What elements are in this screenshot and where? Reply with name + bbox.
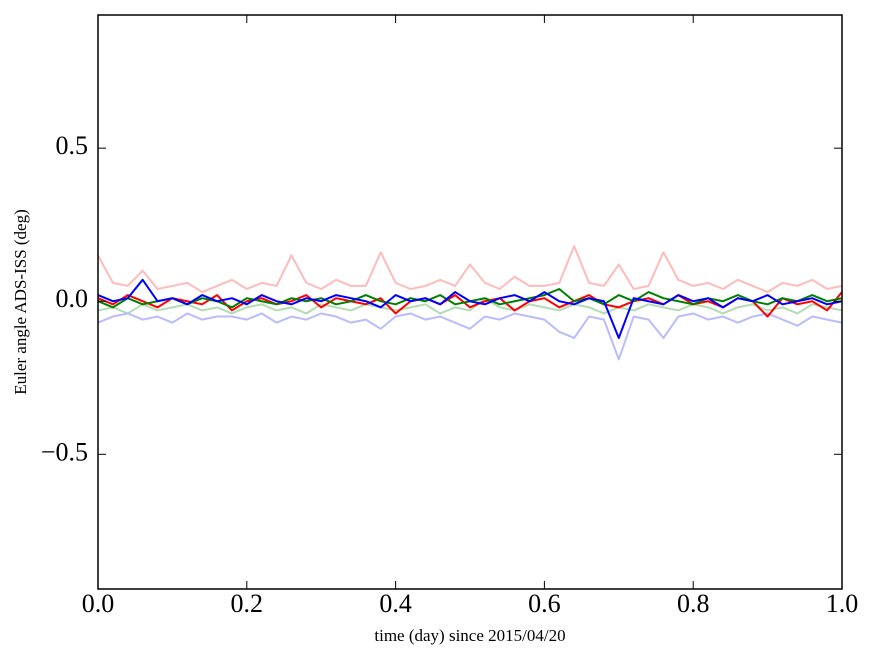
data-line <box>97 291 843 318</box>
x-tick-label: 0.6 <box>528 589 561 618</box>
data-line <box>97 312 843 361</box>
y-tick-label: −0.5 <box>41 437 88 466</box>
plot-frame <box>97 14 843 590</box>
x-tick-label: 0.4 <box>379 589 412 618</box>
y-tick-label: 0.5 <box>56 131 89 160</box>
x-tick-label: 1.0 <box>826 589 859 618</box>
data-line <box>97 278 843 339</box>
data-line <box>97 297 843 315</box>
x-tick-label: 0.8 <box>677 589 710 618</box>
y-tick-label: 0.0 <box>56 284 89 313</box>
x-tick-label: 0.2 <box>231 589 264 618</box>
x-axis-label: time (day) since 2015/04/20 <box>374 626 565 645</box>
y-axis-label: Euler angle ADS-ISS (deg) <box>11 209 30 395</box>
x-tick-label: 0.0 <box>82 589 115 618</box>
data-line <box>97 245 843 294</box>
